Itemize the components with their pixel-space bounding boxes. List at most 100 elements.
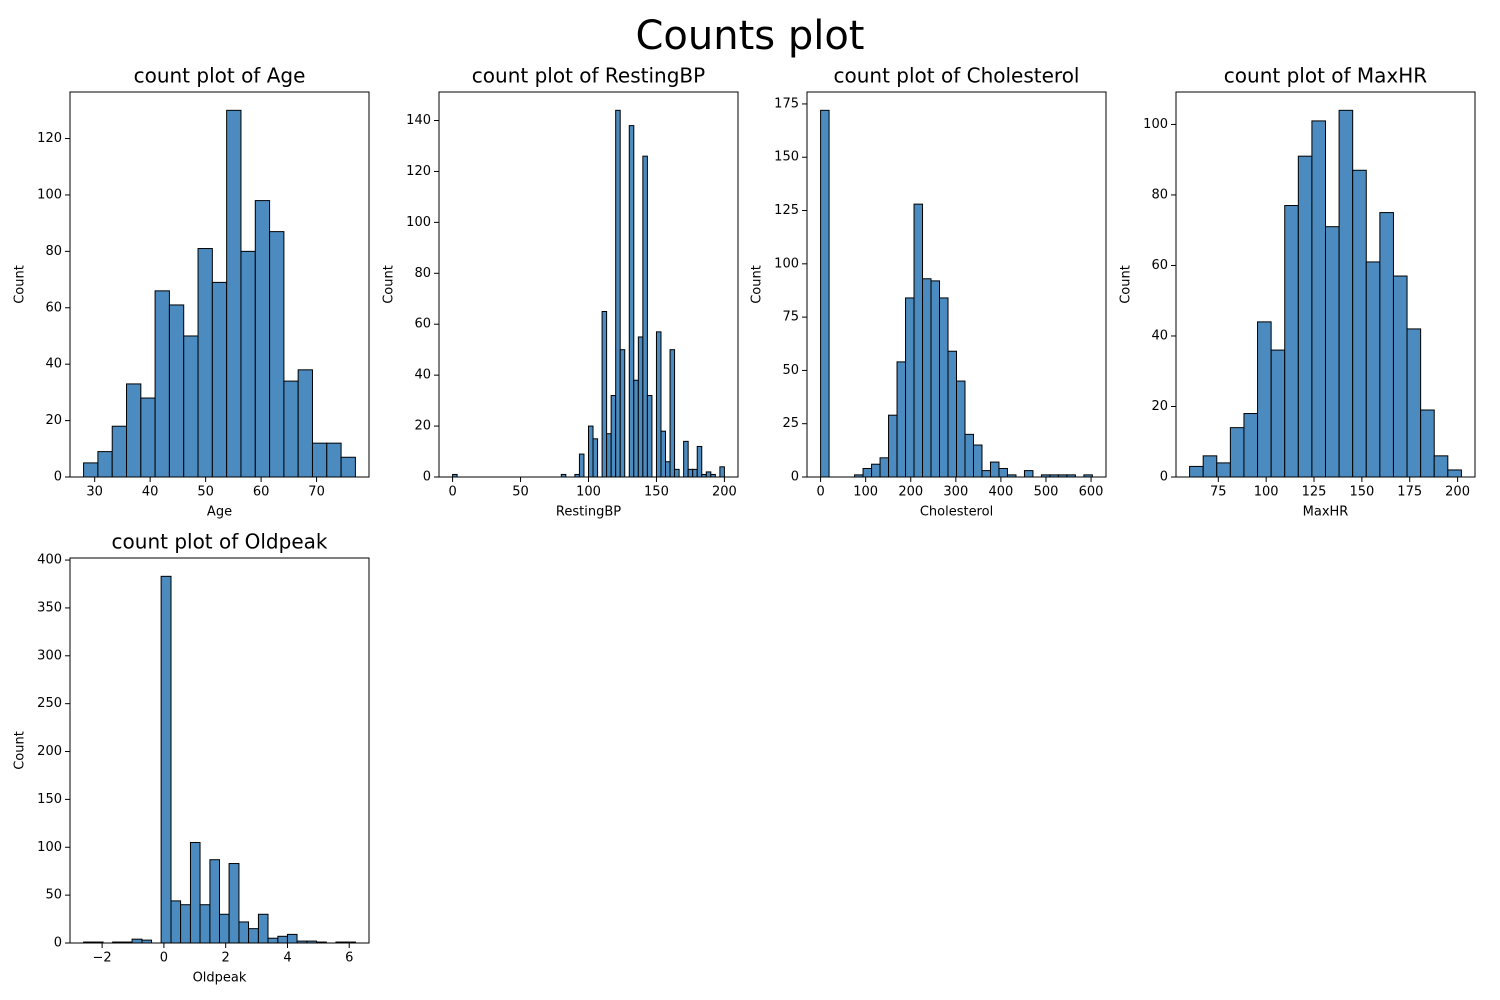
y-tick-label: 0 <box>423 470 431 485</box>
y-tick-label: 60 <box>45 300 62 315</box>
x-tick-label: 150 <box>644 485 669 500</box>
bar <box>83 462 99 478</box>
bar <box>588 425 594 478</box>
bar <box>896 361 907 478</box>
bar <box>1023 470 1034 478</box>
bar <box>637 336 644 478</box>
x-tick-label: −2 <box>93 951 112 966</box>
bar <box>606 433 612 478</box>
bar <box>1420 409 1435 478</box>
bar <box>238 921 250 944</box>
x-tick-label: 200 <box>1445 485 1470 500</box>
bar <box>1311 120 1326 478</box>
x-tick-label: 100 <box>1254 485 1279 500</box>
x-tick-label: 200 <box>712 485 737 500</box>
bar <box>820 109 830 478</box>
bar <box>1284 205 1299 478</box>
bar <box>646 395 653 478</box>
axes-frame <box>69 557 370 944</box>
y-tick-label: 0 <box>54 936 62 951</box>
bar <box>888 414 898 478</box>
y-tick-label: 40 <box>414 368 431 383</box>
x-tick-label: 100 <box>576 485 601 500</box>
subplot-title: count plot of RestingBP <box>472 64 705 88</box>
bar <box>1216 462 1231 478</box>
y-axis-label: Count <box>1119 265 1134 304</box>
x-tick-label: 200 <box>898 485 923 500</box>
y-axis-label: Count <box>382 265 397 304</box>
x-tick-label: 4 <box>283 951 291 966</box>
bar <box>1406 328 1422 478</box>
bar <box>240 250 256 478</box>
bar <box>1257 321 1272 478</box>
bar <box>257 913 269 944</box>
bar <box>277 935 288 944</box>
y-tick-label: 120 <box>406 164 431 179</box>
bar <box>1433 455 1449 478</box>
bar <box>628 125 635 478</box>
axes-frame <box>806 91 1107 478</box>
bar <box>947 350 958 478</box>
y-axis-label: Count <box>13 265 28 304</box>
bar <box>209 859 221 944</box>
bar <box>326 442 342 478</box>
bar <box>286 933 298 944</box>
bar <box>601 310 608 478</box>
y-tick-label: 25 <box>782 416 799 431</box>
x-tick-label: 150 <box>1349 485 1374 500</box>
y-tick-label: 0 <box>54 470 62 485</box>
bar <box>696 445 703 478</box>
bar <box>633 379 639 478</box>
bar <box>687 468 694 478</box>
bar <box>669 349 676 478</box>
y-tick-label: 150 <box>37 792 62 807</box>
x-tick-label: 40 <box>142 485 159 500</box>
y-tick-label: 60 <box>1151 258 1168 273</box>
y-tick-label: 0 <box>1160 470 1168 485</box>
x-axis-label: MaxHR <box>1303 505 1349 520</box>
x-tick-label: 2 <box>222 951 230 966</box>
bar <box>170 900 182 944</box>
y-tick-label: 40 <box>1151 328 1168 343</box>
bar <box>283 380 299 478</box>
bar <box>1352 169 1367 478</box>
y-tick-label: 80 <box>414 266 431 281</box>
bar <box>126 383 142 478</box>
bar <box>939 297 949 478</box>
y-tick-label: 50 <box>782 363 799 378</box>
bar <box>211 281 228 478</box>
y-tick-label: 40 <box>45 357 62 372</box>
x-tick-label: 300 <box>943 485 968 500</box>
bar <box>1297 155 1313 478</box>
bar <box>922 278 932 478</box>
x-tick-label: 6 <box>345 951 353 966</box>
bar <box>248 928 259 944</box>
bar <box>683 440 689 478</box>
subplot-title: count plot of MaxHR <box>1224 64 1427 88</box>
bar <box>219 913 230 944</box>
subplot-title: count plot of Oldpeak <box>112 530 328 554</box>
bar <box>705 471 712 478</box>
bar <box>197 248 213 478</box>
bar <box>97 451 113 478</box>
x-tick-label: 75 <box>1210 485 1227 500</box>
bar <box>160 575 172 944</box>
y-tick-label: 175 <box>774 96 799 111</box>
bar <box>1392 275 1408 478</box>
x-tick-label: 125 <box>1302 485 1327 500</box>
bar <box>665 461 671 478</box>
bar <box>228 863 240 944</box>
x-axis-label: Cholesterol <box>920 505 993 520</box>
bar <box>692 468 698 478</box>
bar <box>660 430 667 478</box>
x-tick-label: 70 <box>308 485 325 500</box>
bar <box>1202 455 1218 478</box>
bar <box>998 467 1008 478</box>
x-tick-label: 60 <box>253 485 270 500</box>
figure-title: Counts plot <box>635 13 864 59</box>
y-axis-label: Count <box>750 265 765 304</box>
bar <box>578 453 585 478</box>
bar <box>610 395 617 478</box>
